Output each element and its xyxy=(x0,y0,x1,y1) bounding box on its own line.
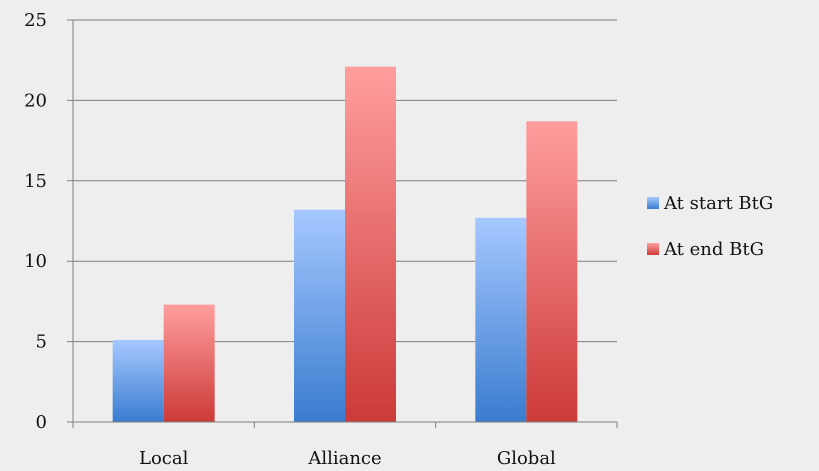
legend-label: At end BtG xyxy=(663,239,764,260)
y-tick-label: 5 xyxy=(36,332,47,353)
bar-alliance-series-2 xyxy=(345,66,396,422)
bar-global-series-2 xyxy=(526,121,578,422)
bar-global-series-1 xyxy=(475,217,527,422)
y-tick-label: 10 xyxy=(24,251,47,272)
bar-local-series-1 xyxy=(112,339,164,422)
bar-local-series-2 xyxy=(163,304,215,422)
y-tick-label: 20 xyxy=(24,90,47,111)
legend-swatch xyxy=(647,197,659,209)
y-tick-label: 0 xyxy=(36,412,47,433)
legend: At start BtG At end BtG xyxy=(647,193,773,260)
bars xyxy=(112,66,578,422)
x-category-label: Alliance xyxy=(307,448,381,469)
bar-alliance-series-1 xyxy=(294,209,345,422)
x-category-label: Local xyxy=(139,448,189,469)
y-tick-label: 15 xyxy=(24,171,47,192)
axis-labels: 0 5 10 15 20 25 Local Alliance Global xyxy=(24,10,556,469)
x-category-label: Global xyxy=(497,448,556,469)
axes xyxy=(67,20,618,428)
legend-swatch xyxy=(647,243,659,255)
y-tick-label: 25 xyxy=(24,10,47,31)
legend-label: At start BtG xyxy=(663,193,773,214)
